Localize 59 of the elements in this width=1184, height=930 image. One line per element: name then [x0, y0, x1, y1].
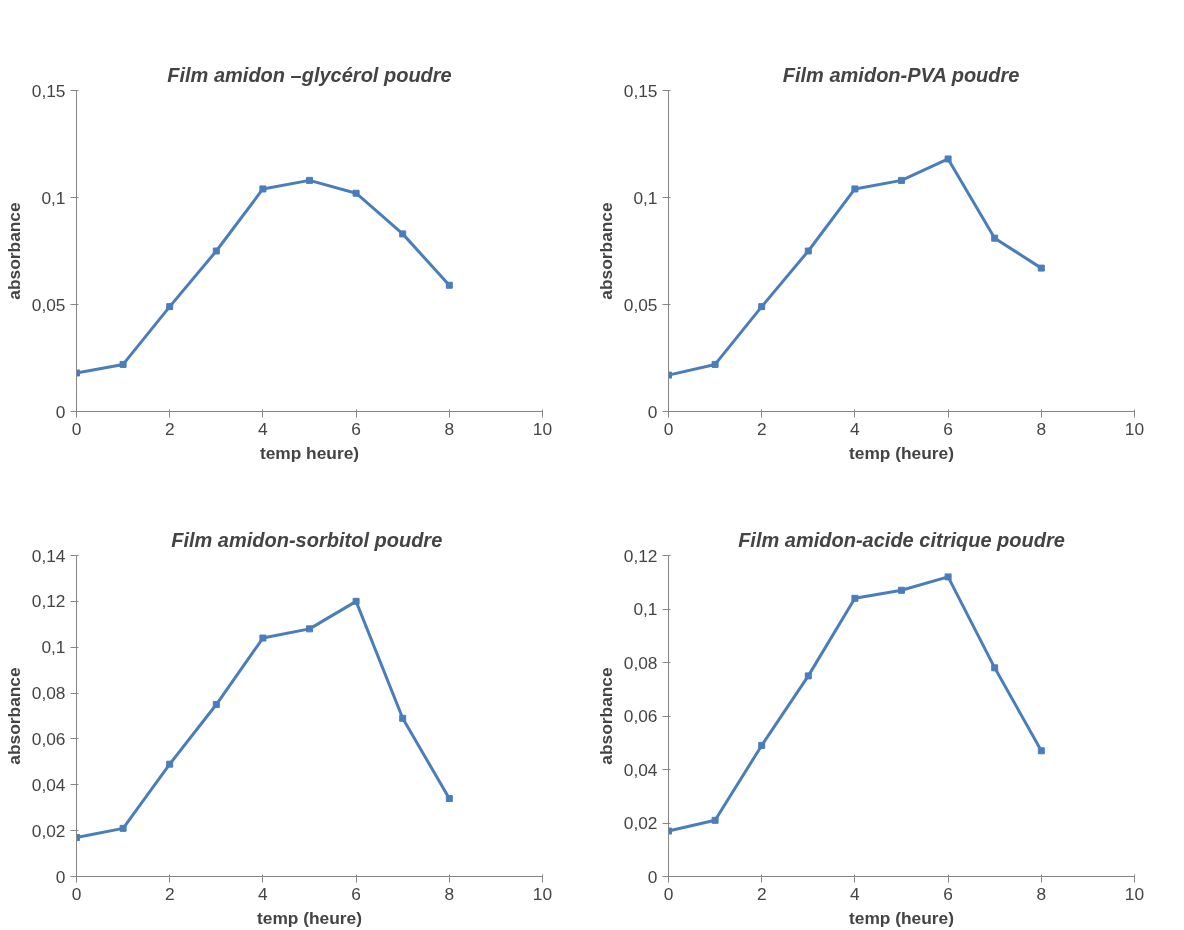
y-tick-label: 0,08 [623, 652, 658, 673]
y-tick-label: 0,14 [31, 545, 66, 566]
y-tick-label: 0,06 [31, 728, 66, 749]
x-tick-label: 4 [850, 418, 861, 439]
y-axis-title: absorbance [595, 202, 616, 300]
x-axis-title: temp (heure) [849, 442, 954, 463]
y-tick-label: 0,08 [31, 683, 66, 704]
y-tick-label: 0,1 [41, 187, 66, 208]
chart-title: Film amidon –glycérol poudre [167, 63, 452, 86]
y-tick-label: 0,05 [31, 294, 66, 315]
x-tick-label: 2 [164, 418, 175, 439]
y-tick-label: 0 [55, 401, 66, 422]
x-axis-title: temp heure) [259, 442, 360, 463]
x-tick-label: 8 [444, 418, 455, 439]
x-tick-label: 2 [164, 883, 175, 904]
x-tick-label: 6 [351, 883, 361, 904]
y-tick-label: 0,05 [623, 294, 658, 315]
y-tick-label: 0 [647, 866, 658, 887]
x-axis-title: temp (heure) [257, 907, 362, 928]
x-tick-label: 10 [532, 883, 553, 904]
y-tick-label: 0,12 [31, 591, 66, 612]
y-axis-title: absorbance [3, 202, 24, 300]
y-tick-label: 0 [647, 401, 658, 422]
chart-title: Film amidon-PVA poudre [782, 63, 1020, 86]
x-tick-label: 0 [71, 418, 82, 439]
y-tick-label: 0,1 [41, 637, 66, 658]
x-tick-label: 2 [756, 418, 767, 439]
x-tick-label: 6 [943, 883, 953, 904]
x-tick-label: 10 [532, 418, 553, 439]
x-axis-title: temp (heure) [849, 907, 954, 928]
chart-title: Film amidon-sorbitol poudre [171, 528, 443, 551]
x-tick-label: 0 [663, 883, 674, 904]
y-tick-label: 0,1 [633, 187, 658, 208]
x-tick-label: 6 [943, 418, 953, 439]
x-tick-label: 4 [850, 883, 861, 904]
y-tick-label: 0,02 [31, 820, 66, 841]
y-axis-title: absorbance [595, 667, 616, 765]
y-tick-label: 0 [55, 866, 66, 887]
y-tick-label: 0,02 [623, 813, 658, 833]
y-tick-label: 0,1 [633, 599, 658, 619]
y-axis-title: absorbance [3, 667, 24, 765]
x-tick-label: 0 [663, 418, 674, 439]
x-tick-label: 6 [351, 418, 361, 439]
x-tick-label: 8 [1036, 418, 1047, 439]
x-tick-label: 8 [1036, 883, 1047, 904]
x-tick-label: 8 [444, 883, 455, 904]
chart-title: Film amidon-acide citrique poudre [738, 528, 1065, 551]
x-tick-label: 10 [1124, 883, 1145, 904]
x-tick-label: 4 [258, 418, 269, 439]
y-tick-label: 0,15 [623, 80, 658, 101]
y-tick-label: 0,04 [31, 774, 66, 795]
y-tick-label: 0,06 [623, 706, 658, 726]
y-tick-label: 0,15 [31, 80, 66, 101]
y-tick-label: 0,12 [623, 545, 658, 566]
x-tick-label: 10 [1124, 418, 1145, 439]
x-tick-label: 4 [258, 883, 269, 904]
x-tick-label: 2 [756, 883, 767, 904]
y-tick-label: 0,04 [623, 759, 658, 780]
x-tick-label: 0 [71, 883, 82, 904]
